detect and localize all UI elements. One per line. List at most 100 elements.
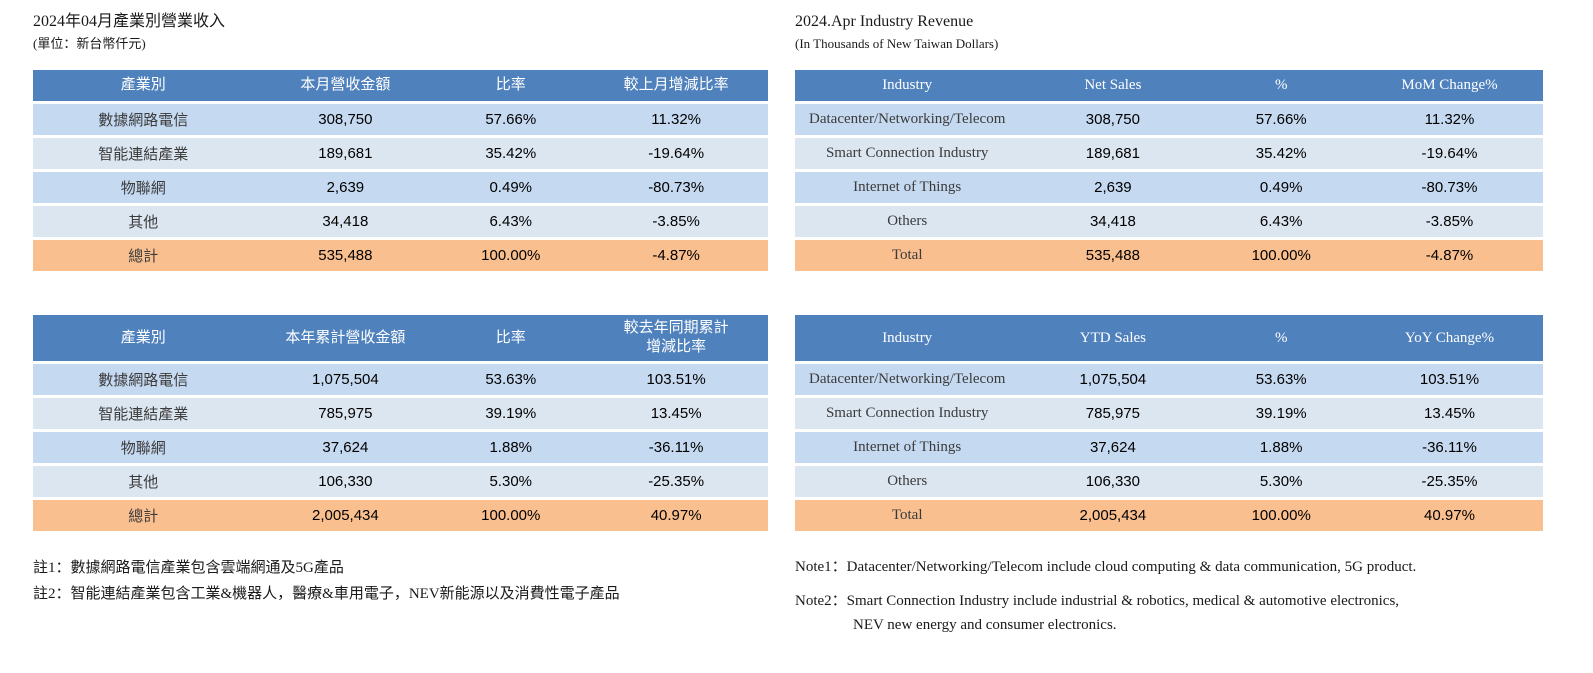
industry-cell: 數據網路電信: [98, 373, 189, 389]
table-row: Others 34,418 6.43% -3.85%: [795, 206, 1543, 237]
column-header-percent: %: [1274, 329, 1288, 346]
change-cell: -25.35%: [1421, 473, 1478, 490]
column-header-net-sales: Net Sales: [1084, 77, 1142, 93]
table-header-row: 產業別 本年累計營收金額 比率 較去年同期累計 增減比率: [33, 315, 768, 361]
value-cell: 2,005,434: [1079, 507, 1147, 524]
footnotes-en: Note1：Datacenter/Networking/Telecom incl…: [795, 555, 1543, 637]
value-cell: 308,750: [318, 111, 373, 128]
change-cell: -80.73%: [648, 179, 705, 196]
chinese-column: 2024年04月產業別營業收入 (單位：新台幣仟元) 產業別 本月營收金額 比率…: [33, 0, 768, 607]
value-cell: 189,681: [318, 145, 373, 162]
change-cell: 40.97%: [650, 507, 702, 524]
percent-cell: 6.43%: [1259, 213, 1303, 230]
column-header-net-sales: 本月營收金額: [300, 77, 391, 93]
table-total-row: Total 535,488 100.00% -4.87%: [795, 240, 1543, 271]
percent-cell: 100.00%: [1251, 247, 1311, 264]
table-total-row: 總計 2,005,434 100.00% 40.97%: [33, 500, 768, 531]
table-header-row: 產業別 本月營收金額 比率 較上月增減比率: [33, 70, 768, 101]
value-cell: 106,330: [318, 473, 373, 490]
percent-cell: 1.88%: [489, 439, 533, 456]
change-cell: -4.87%: [1425, 247, 1474, 264]
table-row: 物聯網 37,624 1.88% -36.11%: [33, 432, 768, 463]
column-header-percent: 比率: [495, 77, 526, 93]
value-cell: 34,418: [322, 213, 369, 230]
percent-cell: 1.88%: [1259, 439, 1303, 456]
table-row: Smart Connection Industry 189,681 35.42%…: [795, 138, 1543, 169]
change-cell: -3.85%: [1425, 213, 1474, 230]
percent-cell: 100.00%: [481, 507, 541, 524]
value-cell: 785,975: [318, 405, 373, 422]
table-row: Others 106,330 5.30% -25.35%: [795, 466, 1543, 497]
percent-cell: 6.43%: [489, 213, 533, 230]
column-header-industry: Industry: [882, 77, 933, 93]
table-row: 其他 34,418 6.43% -3.85%: [33, 206, 768, 237]
percent-cell: 39.19%: [1255, 405, 1307, 422]
table-header-row: Industry YTD Sales % YoY Change%: [795, 315, 1543, 361]
value-cell: 1,075,504: [312, 371, 379, 388]
table-header-row: Industry Net Sales % MoM Change%: [795, 70, 1543, 101]
page-title-en: 2024.Apr Industry Revenue: [795, 13, 974, 30]
value-cell: 535,488: [1085, 247, 1140, 264]
column-header-yoy-change: 較去年同期累計 增減比率: [623, 320, 729, 355]
table-row: Internet of Things 37,624 1.88% -36.11%: [795, 432, 1543, 463]
page-title-zh: 2024年04月產業別營業收入: [33, 13, 226, 30]
monthly-revenue-table-en: Industry Net Sales % MoM Change% Datacen…: [795, 70, 1543, 271]
change-cell: 11.32%: [651, 111, 701, 128]
percent-cell: 100.00%: [481, 247, 541, 264]
industry-cell: 物聯網: [120, 181, 166, 197]
percent-cell: 0.49%: [1259, 179, 1303, 196]
english-column: 2024.Apr Industry Revenue (In Thousands …: [795, 0, 1543, 637]
percent-cell: 35.42%: [1255, 145, 1307, 162]
industry-cell: Smart Connection Industry: [825, 145, 989, 161]
industry-cell: 總計: [128, 509, 159, 525]
value-cell: 106,330: [1085, 473, 1140, 490]
column-header-industry: 產業別: [120, 329, 166, 346]
table-row: 智能連結產業 785,975 39.19% 13.45%: [33, 398, 768, 429]
percent-cell: 57.66%: [485, 111, 537, 128]
change-cell: 13.45%: [1424, 405, 1475, 422]
table-total-row: 總計 535,488 100.00% -4.87%: [33, 240, 768, 271]
percent-cell: 39.19%: [485, 405, 537, 422]
footnote-1-en: Note1：Datacenter/Networking/Telecom incl…: [795, 559, 1417, 575]
change-cell: -4.87%: [652, 247, 700, 264]
change-cell: -25.35%: [648, 473, 705, 490]
industry-cell: Internet of Things: [853, 439, 962, 455]
value-cell: 37,624: [322, 439, 369, 456]
industry-cell: 智能連結產業: [98, 407, 189, 423]
industry-cell: Datacenter/Networking/Telecom: [809, 371, 1006, 387]
percent-cell: 100.00%: [1251, 507, 1311, 524]
change-cell: 103.51%: [646, 371, 706, 388]
change-cell: -80.73%: [1421, 179, 1478, 196]
table-row: 智能連結產業 189,681 35.42% -19.64%: [33, 138, 768, 169]
table-row: 數據網路電信 1,075,504 53.63% 103.51%: [33, 364, 768, 395]
footnote-2-en: Note2：Smart Connection Industry include …: [795, 593, 1400, 633]
table-row: 物聯網 2,639 0.49% -80.73%: [33, 172, 768, 203]
column-header-mom-change: MoM Change%: [1401, 77, 1498, 93]
column-header-percent: %: [1274, 77, 1288, 93]
page-subtitle-en: (In Thousands of New Taiwan Dollars): [795, 36, 999, 51]
column-header-industry: 產業別: [120, 77, 166, 93]
change-cell: -19.64%: [1421, 145, 1478, 162]
industry-cell: Internet of Things: [853, 179, 962, 195]
column-header-percent: 比率: [495, 329, 526, 346]
industry-cell: 智能連結產業: [98, 147, 189, 163]
industry-cell: 物聯網: [120, 441, 166, 457]
industry-cell: Smart Connection Industry: [825, 405, 989, 421]
value-cell: 34,418: [1089, 213, 1136, 230]
table-total-row: Total 2,005,434 100.00% 40.97%: [795, 500, 1543, 531]
percent-cell: 5.30%: [1259, 473, 1303, 490]
percent-cell: 53.63%: [485, 371, 537, 388]
percent-cell: 53.63%: [1255, 371, 1307, 388]
industry-cell: 其他: [128, 215, 159, 231]
industry-cell: Total: [891, 247, 923, 263]
value-cell: 189,681: [1085, 145, 1140, 162]
table-row: Datacenter/Networking/Telecom 1,075,504 …: [795, 364, 1543, 395]
change-cell: -36.11%: [1422, 439, 1477, 456]
industry-cell: Others: [887, 473, 928, 489]
industry-cell: 其他: [128, 475, 159, 491]
ytd-revenue-table-en: Industry YTD Sales % YoY Change% Datacen…: [795, 315, 1543, 531]
column-header-yoy-change: YoY Change%: [1404, 329, 1495, 346]
change-cell: 11.32%: [1424, 111, 1475, 128]
percent-cell: 57.66%: [1255, 111, 1307, 128]
change-cell: 13.45%: [650, 405, 702, 422]
